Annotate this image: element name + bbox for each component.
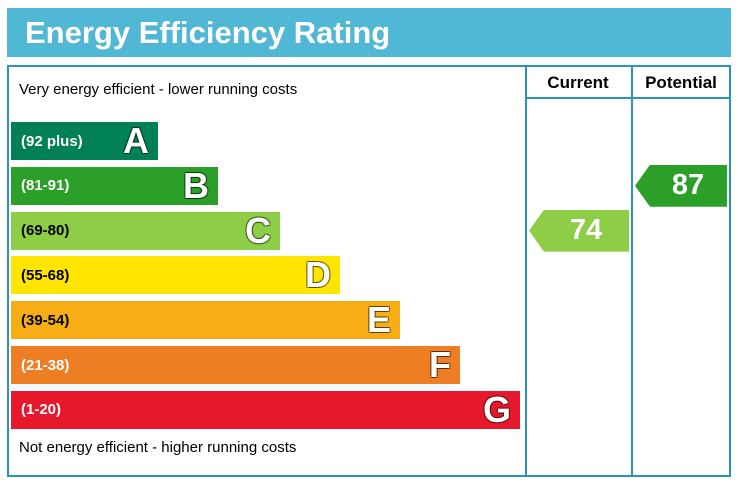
page-title: Energy Efficiency Rating (7, 8, 731, 57)
potential-column-header: Potential (645, 73, 717, 92)
header-underline (525, 97, 729, 99)
bottom-caption: Not energy efficient - higher running co… (19, 439, 297, 456)
rating-bands: (92 plus) A (81-91) B (69-80) C (55-68) … (11, 122, 523, 432)
band-letter: B (183, 164, 209, 206)
potential-rating-arrow: 87 (635, 164, 727, 207)
rating-band-d: (55-68) D (11, 254, 340, 296)
top-caption: Very energy efficient - lower running co… (19, 81, 298, 98)
rating-band-a: (92 plus) A (11, 122, 158, 160)
band-range-label: (81-91) (21, 177, 70, 195)
rating-band-b: (81-91) B (11, 164, 218, 206)
band-letter: E (366, 299, 391, 341)
band-range-label: (69-80) (21, 222, 70, 240)
band-letter: C (245, 209, 271, 251)
band-range-label: (39-54) (21, 311, 70, 329)
current-column-header: Current (547, 73, 609, 92)
band-range-label: (21-38) (21, 356, 70, 374)
current-rating-value: 74 (569, 214, 603, 247)
energy-efficiency-chart: Current Potential Very energy efficient … (7, 65, 731, 477)
band-range-label: (1-20) (21, 401, 62, 419)
band-letter: G (482, 388, 511, 430)
rating-band-f: (21-38) F (11, 346, 460, 384)
band-letter: F (429, 344, 451, 385)
band-letter: A (123, 120, 149, 161)
current-rating-arrow: 74 (529, 209, 629, 252)
band-letter: D (305, 254, 331, 296)
rating-band-c: (69-80) C (11, 209, 280, 251)
band-range-label: (55-68) (21, 266, 70, 284)
potential-column-divider (631, 67, 633, 475)
rating-band-g: (1-20) G (11, 388, 520, 430)
potential-rating-value: 87 (671, 169, 705, 202)
current-column-divider (525, 67, 527, 475)
band-range-label: (92 plus) (21, 132, 83, 150)
rating-band-e: (39-54) E (11, 299, 400, 341)
